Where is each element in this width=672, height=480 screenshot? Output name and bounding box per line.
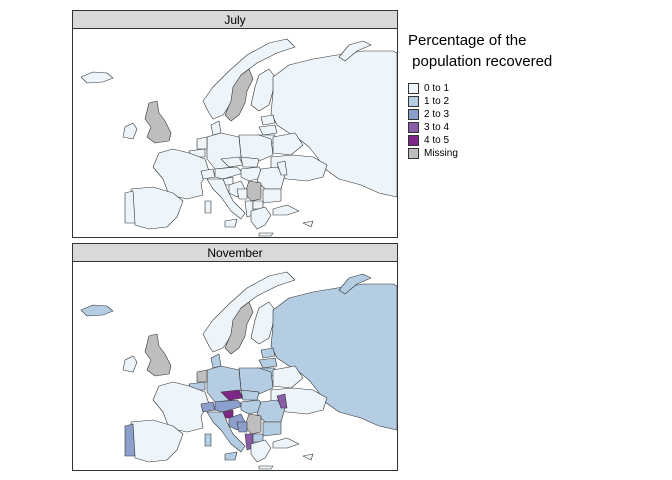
legend-label: 1 to 2 xyxy=(424,96,450,107)
region-ireland xyxy=(122,355,138,373)
region-belarus xyxy=(272,365,304,389)
region-bosnia xyxy=(236,188,248,200)
legend-item-2-to-3: 2 to 3 xyxy=(408,108,458,121)
legend-title: Percentage of the population recovered xyxy=(408,30,552,72)
region-novaya-zemlya xyxy=(338,273,372,295)
region-iceland xyxy=(80,71,114,84)
legend-item-0-to-1: 0 to 1 xyxy=(408,82,458,95)
region-latvia xyxy=(258,357,278,369)
legend-swatch xyxy=(408,109,419,120)
legend-swatch xyxy=(408,83,419,94)
region-spain xyxy=(130,419,184,463)
legend-swatch xyxy=(408,135,419,146)
region-finland xyxy=(250,301,276,345)
legend-item-4-to-5: 4 to 5 xyxy=(408,134,458,147)
region-finland xyxy=(250,68,276,112)
region-uk xyxy=(144,333,172,377)
region-cyprus xyxy=(302,220,314,228)
region-turkey xyxy=(272,437,300,449)
legend-label: 3 to 4 xyxy=(424,122,450,133)
europe-map-july xyxy=(80,38,397,237)
region-serbia xyxy=(244,180,262,202)
legend-item-1-to-2: 1 to 2 xyxy=(408,95,458,108)
region-austria xyxy=(214,166,244,180)
region-sweden xyxy=(224,68,254,122)
map-july xyxy=(72,28,398,238)
region-estonia xyxy=(260,114,276,126)
region-greece xyxy=(250,439,272,463)
region-crete xyxy=(258,232,274,237)
region-slovakia xyxy=(240,389,260,401)
legend-label: 0 to 1 xyxy=(424,83,450,94)
region-belarus xyxy=(272,132,304,156)
region-netherlands xyxy=(196,136,208,150)
legend-item-missing: Missing xyxy=(408,147,458,160)
region-switzerland xyxy=(200,168,216,180)
region-sicily xyxy=(224,451,238,461)
legend-label: 2 to 3 xyxy=(424,109,450,120)
legend-title-line-1: Percentage of the xyxy=(408,32,527,49)
region-bulgaria xyxy=(262,421,282,437)
panel-title-november: November xyxy=(72,243,398,263)
region-netherlands xyxy=(196,369,208,383)
legend-swatch xyxy=(408,122,419,133)
region-iceland xyxy=(80,304,114,317)
region-crete xyxy=(258,465,274,470)
region-france xyxy=(152,148,210,200)
region-sardinia xyxy=(204,200,212,214)
region-portugal xyxy=(124,423,136,457)
region-moldova xyxy=(276,393,288,409)
region-switzerland xyxy=(200,401,216,413)
region-italy xyxy=(206,411,246,453)
region-cyprus xyxy=(302,453,314,461)
region-france xyxy=(152,381,210,433)
legend-label: 4 to 5 xyxy=(424,135,450,146)
region-italy xyxy=(206,178,246,220)
region-greece xyxy=(250,206,272,230)
europe-map-november xyxy=(80,271,397,470)
legend-title-line-2: population recovered xyxy=(408,53,553,70)
region-norway xyxy=(202,38,296,120)
region-spain xyxy=(130,186,184,230)
region-novaya-zemlya xyxy=(338,40,372,62)
legend-item-3-to-4: 3 to 4 xyxy=(408,121,458,134)
legend: 0 to 1 1 to 2 2 to 3 3 to 4 4 to 5 Missi… xyxy=(408,82,458,160)
region-slovakia xyxy=(240,156,260,168)
region-uk xyxy=(144,100,172,144)
region-bosnia xyxy=(236,421,248,433)
region-turkey xyxy=(272,204,300,216)
region-moldova xyxy=(276,160,288,176)
region-denmark xyxy=(210,120,222,136)
region-serbia xyxy=(244,413,262,435)
legend-label: Missing xyxy=(424,148,458,159)
region-ireland xyxy=(122,122,138,140)
legend-swatch xyxy=(408,148,419,159)
legend-swatch xyxy=(408,96,419,107)
region-bulgaria xyxy=(262,188,282,204)
map-november xyxy=(72,261,398,471)
region-latvia xyxy=(258,124,278,136)
region-estonia xyxy=(260,347,276,359)
region-austria xyxy=(214,399,244,413)
region-denmark xyxy=(210,353,222,369)
region-sicily xyxy=(224,218,238,228)
region-sweden xyxy=(224,301,254,355)
region-sardinia xyxy=(204,433,212,447)
panel-title-july: July xyxy=(72,10,398,30)
region-norway xyxy=(202,271,296,353)
region-portugal xyxy=(124,190,136,224)
